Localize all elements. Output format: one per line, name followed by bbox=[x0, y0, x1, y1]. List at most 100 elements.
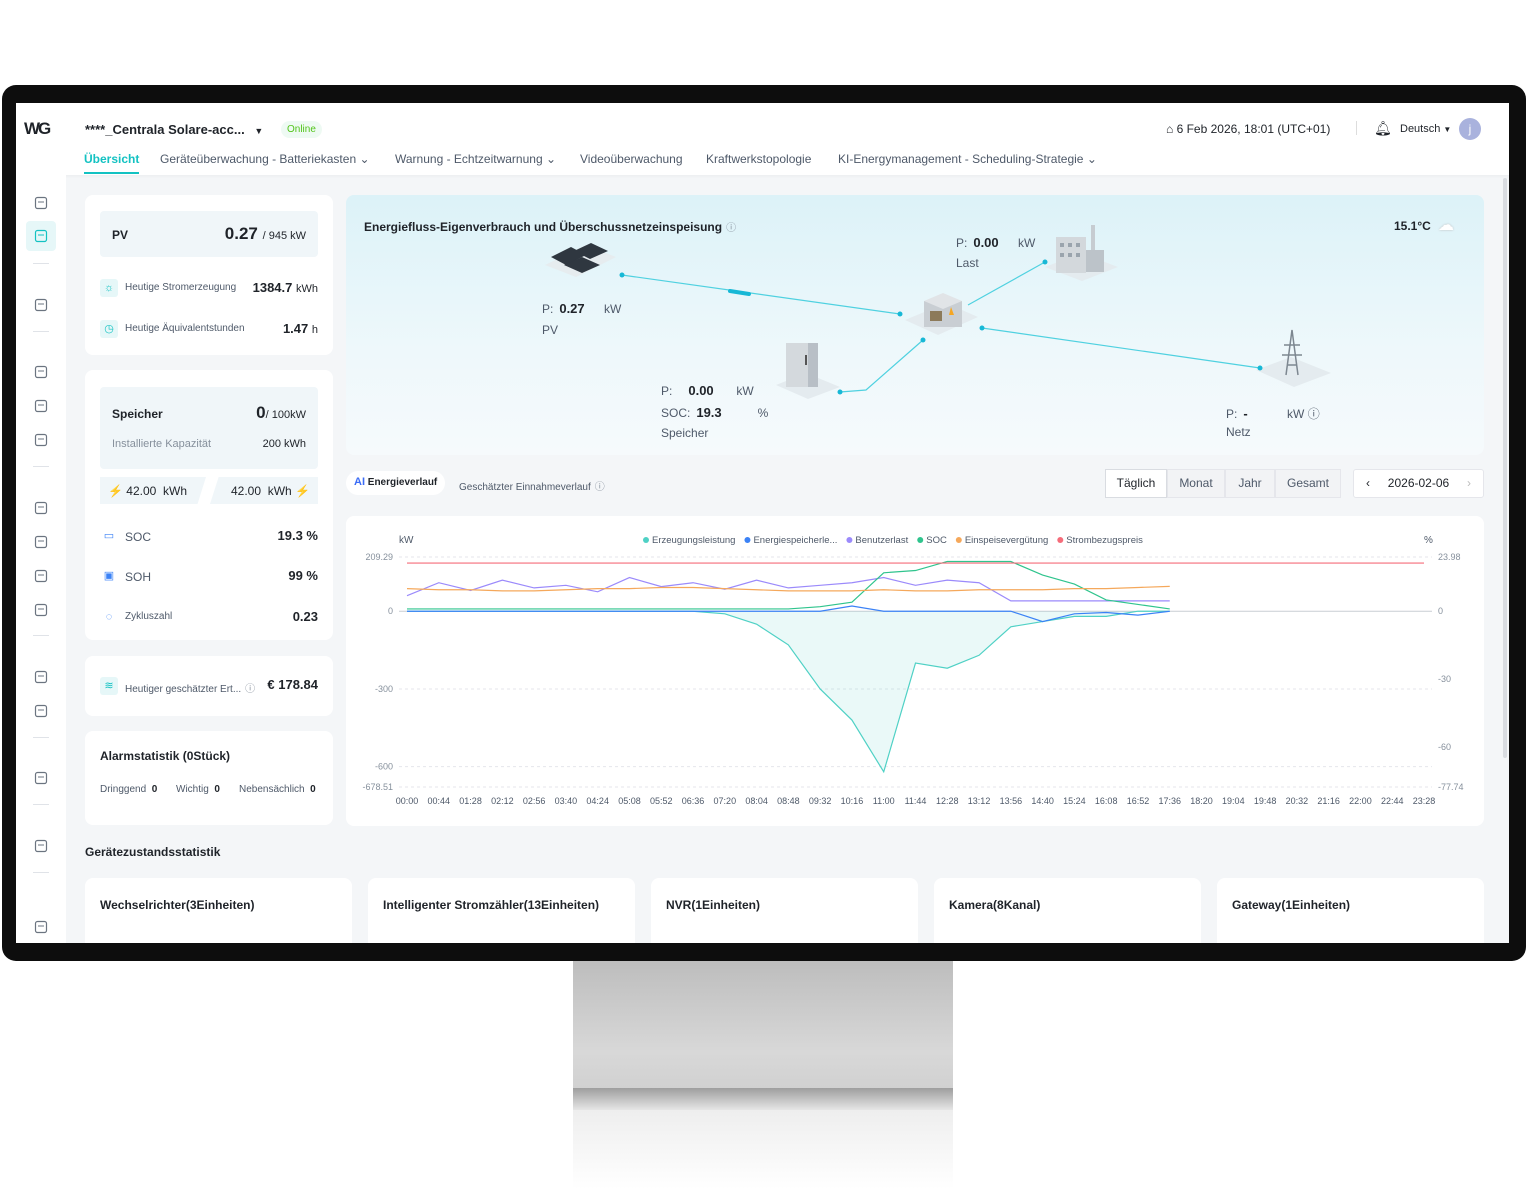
x-tick: 14:40 bbox=[1031, 796, 1054, 806]
alarm-label: Dringgend bbox=[100, 784, 147, 795]
alarm-count: 0 bbox=[310, 784, 316, 795]
avatar[interactable]: j bbox=[1459, 118, 1481, 140]
alarm-urgent[interactable]: Dringgend 0 bbox=[100, 784, 157, 795]
label: P: bbox=[1226, 407, 1238, 421]
pv-summary: PV 0.27 / 945 kW bbox=[100, 211, 318, 257]
tab-einnahmeverlauf[interactable]: Geschätzter Einnahmeverlauf ⓘ bbox=[459, 478, 605, 493]
legend-item: Benutzerlast bbox=[855, 535, 908, 546]
flow-line-grid bbox=[981, 327, 1261, 369]
help-icon[interactable]: ⓘ bbox=[245, 684, 256, 695]
inverter-icon bbox=[905, 293, 978, 335]
home-icon[interactable] bbox=[33, 838, 49, 854]
scrollbar[interactable] bbox=[1503, 178, 1507, 758]
divider bbox=[1356, 121, 1357, 135]
x-tick: 12:28 bbox=[936, 796, 959, 806]
alarm-icon[interactable] bbox=[33, 297, 49, 313]
tab-energieverlauf[interactable]: AI Energieverlauf bbox=[346, 471, 446, 495]
language-label: Deutsch bbox=[1400, 123, 1441, 135]
x-tick: 20:32 bbox=[1286, 796, 1309, 806]
flow-particle bbox=[728, 289, 751, 296]
x-tick: 11:44 bbox=[905, 796, 927, 806]
legend-marker bbox=[1057, 537, 1064, 543]
legend-marker bbox=[955, 537, 962, 543]
flow-title: Energiefluss-Eigenverbrauch und Überschu… bbox=[364, 220, 723, 234]
chevron-right-icon[interactable]: › bbox=[1467, 476, 1471, 490]
tab-ki-energymanagement[interactable]: KI-Energymanagement - Scheduling-Strateg… bbox=[838, 152, 1097, 166]
tab-videoueberwachung[interactable]: Videoüberwachung bbox=[580, 152, 683, 166]
unit: kW bbox=[1287, 407, 1305, 421]
alarm-card: Alarmstatistik (0Stück) Dringgend 0 Wich… bbox=[85, 731, 333, 825]
alarm-important[interactable]: Wichtig 0 bbox=[176, 784, 220, 795]
device-card-gateway[interactable]: Gateway(1Einheiten) bbox=[1217, 878, 1484, 943]
period-year[interactable]: Jahr bbox=[1225, 469, 1275, 498]
period-daily[interactable]: Täglich bbox=[1105, 469, 1167, 498]
y-tick-left: -300 bbox=[375, 684, 393, 694]
legend-item: Energiespeicherle... bbox=[753, 535, 837, 546]
calendar-icon[interactable] bbox=[33, 398, 49, 414]
station-name: ****_Centrala Solare-acc... bbox=[85, 122, 245, 137]
help-icon[interactable]: ⓘ bbox=[726, 223, 737, 234]
search-document-icon[interactable] bbox=[33, 703, 49, 719]
date-picker[interactable]: ‹ 2026-02-06 › bbox=[1353, 469, 1484, 498]
tab-uebersicht[interactable]: Übersicht bbox=[84, 152, 140, 174]
unit: % bbox=[757, 406, 769, 420]
series-line-benutzerlast bbox=[406, 576, 1170, 602]
chevron-left-icon[interactable]: ‹ bbox=[1366, 476, 1370, 490]
unit: kW bbox=[736, 384, 754, 398]
info-icon[interactable]: ⓘ bbox=[1307, 407, 1320, 421]
device-card-meter[interactable]: Intelligenter Stromzähler(13Einheiten) bbox=[368, 878, 635, 943]
help-icon[interactable]: ⓘ bbox=[594, 482, 605, 493]
sliders-icon[interactable] bbox=[33, 500, 49, 516]
bell-icon[interactable]: 🔔︎ bbox=[1374, 120, 1392, 136]
y-tick-left: -600 bbox=[375, 762, 393, 772]
x-tick: 17:36 bbox=[1158, 796, 1181, 806]
device-card-title: NVR(1Einheiten) bbox=[666, 898, 761, 912]
pv-power-readout: P: 0.27 kW bbox=[542, 301, 621, 316]
menu-collapse-icon[interactable] bbox=[33, 919, 49, 935]
pv-title: PV bbox=[112, 228, 129, 242]
legend-marker bbox=[846, 537, 853, 543]
flow-line-pv bbox=[621, 274, 901, 315]
language-selector[interactable]: Deutsch ▼ bbox=[1400, 123, 1451, 135]
solar-icon[interactable] bbox=[26, 221, 56, 251]
discharge-unit: kWh bbox=[267, 484, 292, 498]
x-tick: 21:16 bbox=[1317, 796, 1340, 806]
leaf-icon[interactable] bbox=[33, 195, 49, 211]
device-card-camera[interactable]: Kamera(8Kanal) bbox=[934, 878, 1201, 943]
discharge-value: 42.00 bbox=[231, 484, 262, 498]
tab-kraftwerkstopologie[interactable]: Kraftwerkstopologie bbox=[706, 152, 812, 166]
grid-tower-icon bbox=[1256, 329, 1331, 387]
value: - bbox=[1243, 406, 1248, 421]
hours-value: 1.47 bbox=[282, 321, 309, 336]
period-month[interactable]: Monat bbox=[1167, 469, 1225, 498]
label: SOC: bbox=[661, 406, 691, 420]
station-selector[interactable]: ****_Centrala Solare-acc... ▼ bbox=[85, 122, 263, 137]
x-tick: 19:48 bbox=[1254, 796, 1277, 806]
chart-icon[interactable] bbox=[33, 534, 49, 550]
load-label: Last bbox=[956, 256, 979, 270]
document-icon[interactable] bbox=[33, 669, 49, 685]
tab-warnung[interactable]: Warnung - Echtzeitwarnung ⌄ bbox=[395, 152, 556, 166]
x-tick: 03:40 bbox=[555, 796, 578, 806]
chevron-down-icon: ⌄ bbox=[545, 152, 557, 166]
x-tick: 23:28 bbox=[1413, 796, 1436, 806]
period-total[interactable]: Gesamt bbox=[1275, 469, 1341, 498]
sidebar-divider bbox=[33, 466, 49, 467]
gantt-icon[interactable] bbox=[33, 568, 49, 584]
value: 0.00 bbox=[973, 235, 999, 250]
report-icon[interactable] bbox=[33, 432, 49, 448]
date-value: 2026-02-06 bbox=[1387, 476, 1450, 490]
currency-icon[interactable] bbox=[33, 770, 49, 786]
tab-label: Warnung - Echtzeitwarnung bbox=[395, 152, 543, 166]
energy-flow-panel: Energiefluss-Eigenverbrauch und Überschu… bbox=[346, 195, 1484, 455]
caret-down-icon: ▼ bbox=[254, 126, 264, 136]
tab-geraeteueberwachung[interactable]: Geräteüberwachung - Batteriekasten ⌄ bbox=[160, 152, 370, 166]
tab-label: KI-Energymanagement - Scheduling-Strateg… bbox=[838, 152, 1084, 166]
monitor-chart-icon[interactable] bbox=[33, 602, 49, 618]
alarm-minor[interactable]: Nebensächlich 0 bbox=[239, 784, 316, 795]
device-card-inverter[interactable]: Wechselrichter(3Einheiten) bbox=[85, 878, 352, 943]
y-tick-left: 209.29 bbox=[365, 552, 393, 562]
clipboard-icon[interactable] bbox=[33, 364, 49, 380]
health-icon: ▣ bbox=[103, 570, 115, 582]
device-card-nvr[interactable]: NVR(1Einheiten) bbox=[651, 878, 918, 943]
